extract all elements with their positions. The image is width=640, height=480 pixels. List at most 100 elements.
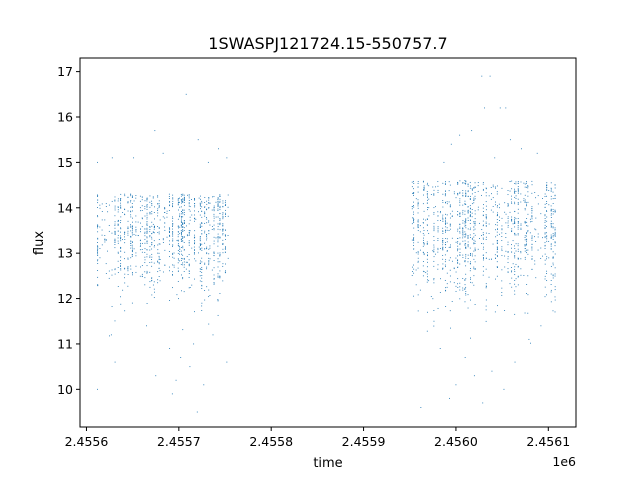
data-point	[485, 252, 487, 254]
data-point	[445, 201, 446, 203]
data-point	[182, 194, 184, 196]
data-point	[474, 198, 476, 200]
data-point	[191, 214, 193, 216]
data-point	[117, 272, 119, 273]
data-point	[469, 270, 471, 272]
data-point	[188, 202, 190, 204]
data-point	[146, 206, 148, 208]
data-point	[177, 252, 179, 254]
data-point	[530, 221, 531, 223]
data-point	[552, 226, 554, 228]
data-point	[217, 266, 219, 268]
data-point	[527, 294, 529, 296]
data-point	[114, 221, 116, 223]
data-point	[172, 254, 174, 255]
data-point	[114, 230, 116, 232]
data-point	[546, 235, 548, 237]
data-point	[552, 277, 554, 279]
data-point	[97, 199, 99, 201]
data-point	[439, 292, 441, 293]
data-point	[423, 189, 425, 191]
data-point	[445, 213, 446, 215]
data-point	[445, 290, 447, 292]
data-point	[485, 299, 487, 301]
data-point	[188, 197, 190, 199]
data-point	[467, 246, 469, 248]
data-point	[219, 220, 221, 221]
data-point	[227, 257, 229, 259]
data-point	[201, 233, 203, 235]
data-point	[141, 218, 143, 220]
data-point	[173, 252, 175, 254]
data-point	[554, 235, 556, 237]
data-point	[485, 286, 487, 288]
data-point	[157, 196, 159, 198]
data-point	[426, 195, 428, 197]
data-point	[120, 268, 122, 270]
data-point	[227, 206, 229, 208]
data-point	[182, 226, 184, 228]
data-point	[514, 190, 516, 192]
data-point	[442, 268, 444, 270]
data-point	[182, 216, 184, 218]
data-point	[517, 212, 519, 214]
data-point	[497, 215, 498, 216]
data-point	[423, 253, 425, 255]
data-point	[97, 225, 99, 227]
data-point	[188, 229, 190, 231]
data-point	[504, 202, 506, 204]
x-tick-label: 2.4558	[249, 434, 293, 449]
data-point	[181, 232, 182, 234]
data-point	[492, 243, 494, 245]
data-point	[526, 221, 528, 223]
data-point	[496, 246, 498, 248]
data-point	[208, 221, 210, 223]
data-point	[445, 202, 446, 204]
data-point	[485, 236, 487, 238]
data-point	[459, 180, 461, 182]
data-point	[183, 199, 185, 201]
data-point	[517, 181, 519, 182]
data-point	[445, 229, 446, 231]
data-point	[222, 202, 224, 204]
data-point	[550, 291, 552, 293]
data-point	[97, 251, 99, 253]
data-point	[520, 258, 522, 260]
data-point	[164, 207, 166, 209]
data-point	[185, 93, 187, 95]
data-point	[426, 184, 428, 186]
data-point	[473, 187, 475, 189]
data-point	[531, 238, 533, 239]
data-point	[141, 251, 143, 253]
data-point	[188, 195, 190, 197]
data-point	[120, 260, 121, 262]
data-point	[114, 223, 116, 225]
data-point	[413, 192, 415, 194]
data-point	[450, 244, 451, 246]
data-point	[446, 214, 448, 216]
data-point	[505, 222, 507, 224]
data-point	[544, 244, 546, 246]
data-point	[471, 282, 473, 284]
data-point	[527, 201, 529, 203]
data-point	[428, 185, 430, 187]
data-point	[206, 246, 208, 248]
data-point	[199, 271, 201, 272]
data-point	[415, 269, 417, 271]
data-point	[222, 224, 224, 226]
data-point	[130, 268, 132, 270]
data-point	[137, 235, 139, 236]
data-point	[193, 246, 195, 248]
data-point	[124, 232, 126, 234]
data-point	[417, 267, 419, 269]
data-point	[114, 215, 116, 217]
data-point	[445, 259, 447, 261]
data-point	[471, 188, 473, 190]
data-point	[213, 209, 215, 211]
data-point	[554, 195, 556, 197]
data-point	[544, 242, 546, 244]
data-point	[97, 226, 99, 227]
data-point	[127, 196, 129, 198]
data-point	[204, 232, 206, 234]
data-point	[152, 197, 154, 199]
